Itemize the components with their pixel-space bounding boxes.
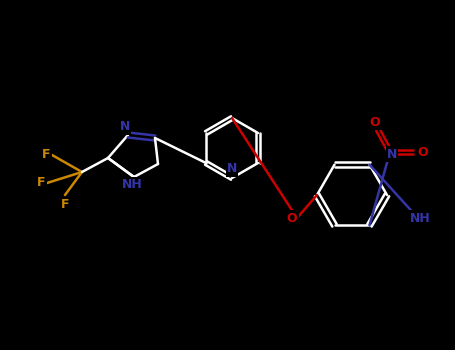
Text: F: F — [37, 176, 45, 189]
Text: N: N — [387, 147, 397, 161]
Text: O: O — [287, 211, 297, 224]
Text: NH: NH — [410, 211, 430, 224]
Text: N: N — [227, 162, 237, 175]
Text: NH: NH — [121, 178, 142, 191]
Text: O: O — [369, 116, 380, 128]
Text: N: N — [120, 120, 130, 133]
Text: F: F — [61, 198, 69, 211]
Text: O: O — [418, 146, 428, 159]
Text: F: F — [42, 148, 50, 161]
